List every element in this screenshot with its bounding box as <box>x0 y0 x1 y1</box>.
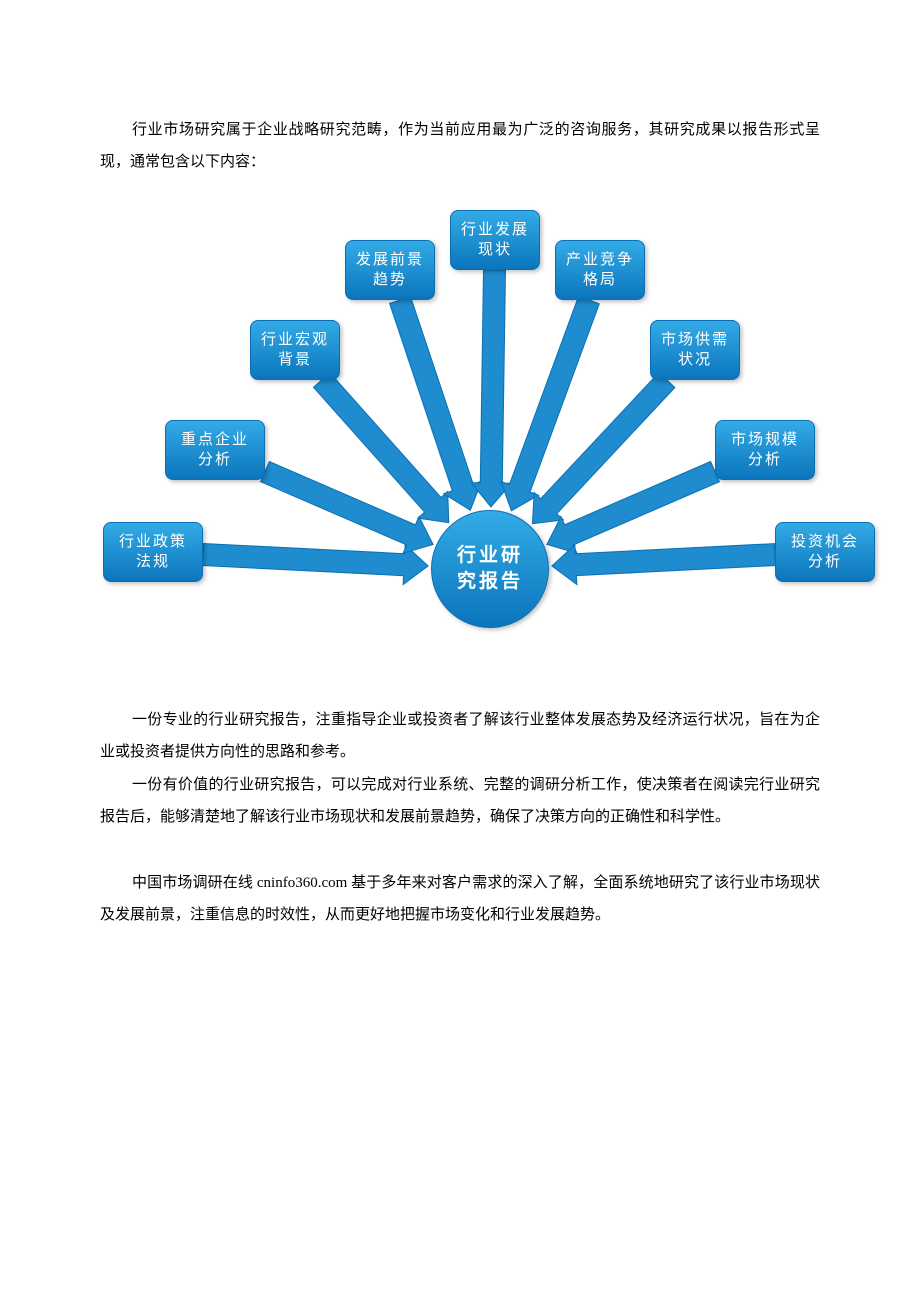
diagram-node-n1: 行业政策法规 <box>103 522 203 582</box>
body-paragraph-1: 一份专业的行业研究报告，注重指导企业或投资者了解该行业整体发展态势及经济运行状况… <box>100 705 820 768</box>
diagram-node-n7: 市场供需状况 <box>650 320 740 380</box>
body-paragraph-3: 中国市场调研在线 cninfo360.com 基于多年来对客户需求的深入了解，全… <box>100 868 820 931</box>
radial-diagram: 行业研究报告 行业政策法规 重点企业分析 行业宏观背景发展前景趋势行业发展现状产业竞争… <box>95 210 865 650</box>
diagram-node-n4: 发展前景趋势 <box>345 240 435 300</box>
diagram-node-n5: 行业发展现状 <box>450 210 540 270</box>
diagram-node-n8: 市场规模分析 <box>715 420 815 480</box>
center-node: 行业研究报告 <box>431 510 549 628</box>
diagram-node-n2: 重点企业分析 <box>165 420 265 480</box>
diagram-node-n3: 行业宏观背景 <box>250 320 340 380</box>
body-paragraph-2: 一份有价值的行业研究报告，可以完成对行业系统、完整的调研分析工作，使决策者在阅读… <box>100 770 820 833</box>
diagram-node-n9: 投资机会分析 <box>775 522 875 582</box>
diagram-node-n6: 产业竞争格局 <box>555 240 645 300</box>
intro-paragraph: 行业市场研究属于企业战略研究范畴，作为当前应用最为广泛的咨询服务，其研究成果以报… <box>100 115 820 178</box>
